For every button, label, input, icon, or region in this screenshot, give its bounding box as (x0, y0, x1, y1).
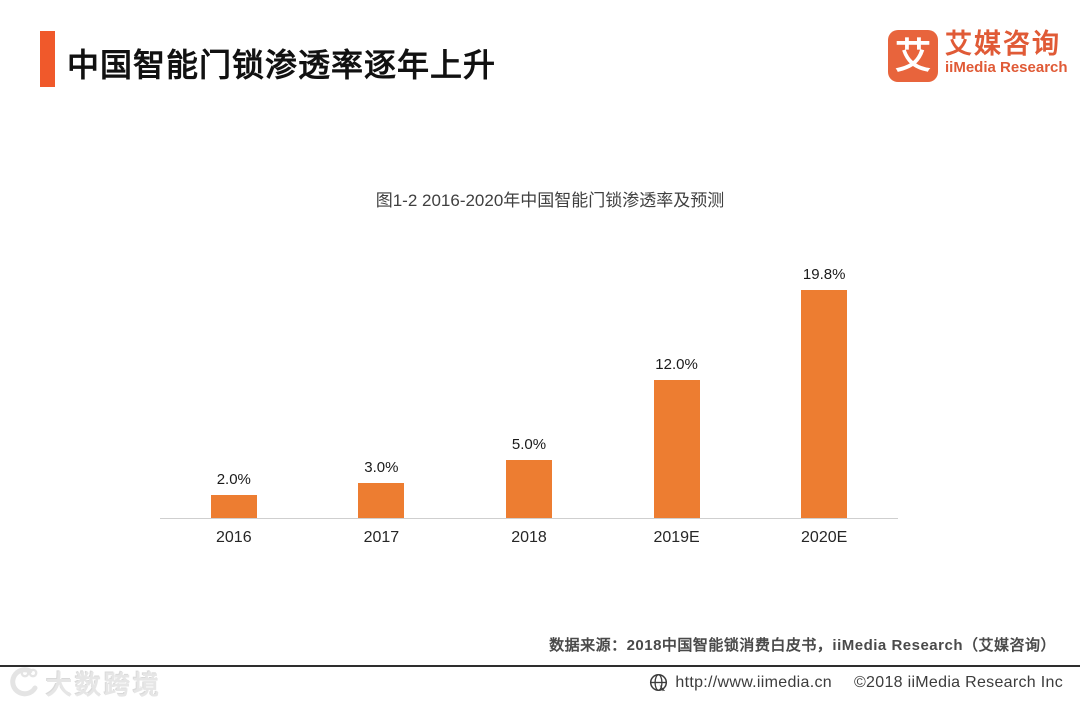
bar-value-label: 5.0% (511, 436, 547, 453)
bar-2020E (801, 290, 848, 518)
logo-name-en: iiMedia Research (945, 59, 1068, 77)
footer-info: http://www.iimedia.cn ©2018 iiMedia Rese… (649, 673, 1063, 692)
bar-column-2016: 2.0% (160, 258, 308, 518)
bar-2018 (505, 460, 552, 518)
chart-plot-area: 2.0% 3.0% 5.0% 12.0% 19.8% (160, 258, 898, 519)
chart-title: 图1-2 2016-2020年中国智能门锁渗透率及预测 (375, 191, 725, 210)
footer-url[interactable]: http://www.iimedia.cn (675, 673, 832, 691)
x-tick-label-2019E: 2019E (653, 529, 700, 546)
bar-column-2018: 5.0% (455, 258, 603, 518)
watermark-label: 大数跨境 (46, 670, 163, 700)
x-tick-label-2018: 2018 (511, 529, 547, 546)
globe-icon (649, 673, 668, 692)
x-tick-label-2020E: 2020E (801, 529, 848, 546)
watermark: 大数跨境 (8, 664, 162, 702)
logo-text: 艾媒咨询 iiMedia Research (945, 29, 1068, 77)
footer-copyright: ©2018 iiMedia Research Inc (853, 673, 1063, 691)
bar-value-label: 3.0% (364, 459, 399, 476)
bar-value-label: 19.8% (802, 266, 846, 283)
logo-name-cn: 艾媒咨询 (945, 29, 1061, 59)
chart-x-axis: 2016 2017 2018 2019E 2020E (160, 529, 898, 547)
iimedia-logo: 艾 艾媒咨询 iiMedia Research (888, 30, 1068, 82)
bar-value-label: 12.0% (655, 356, 698, 373)
bar-value-label: 2.0% (216, 471, 251, 488)
x-tick-label-2017: 2017 (363, 529, 400, 546)
bar-column-2017: 3.0% (308, 258, 456, 518)
watermark-icon (8, 664, 42, 702)
x-tick-label-2016: 2016 (216, 529, 252, 546)
iimedia-logo-icon: 艾 (888, 30, 938, 82)
bar-2019E (653, 380, 700, 518)
bar-column-2019E: 12.0% (603, 258, 751, 518)
bar-2016 (210, 495, 257, 518)
bar-column-2020E: 19.8% (750, 258, 898, 518)
logo-glyph: 艾 (894, 35, 931, 76)
bar-2017 (358, 483, 405, 518)
data-source-note: 数据来源：2018中国智能锁消费白皮书，iiMedia Research（艾媒咨… (549, 637, 1056, 654)
page-title: 中国智能门锁渗透率逐年上升 (67, 47, 497, 83)
footer-divider (0, 665, 1080, 667)
bar-chart: 2.0% 3.0% 5.0% 12.0% 19.8% 2016 2017 2018 2019E… (160, 258, 898, 547)
title-accent-bar (40, 31, 55, 87)
